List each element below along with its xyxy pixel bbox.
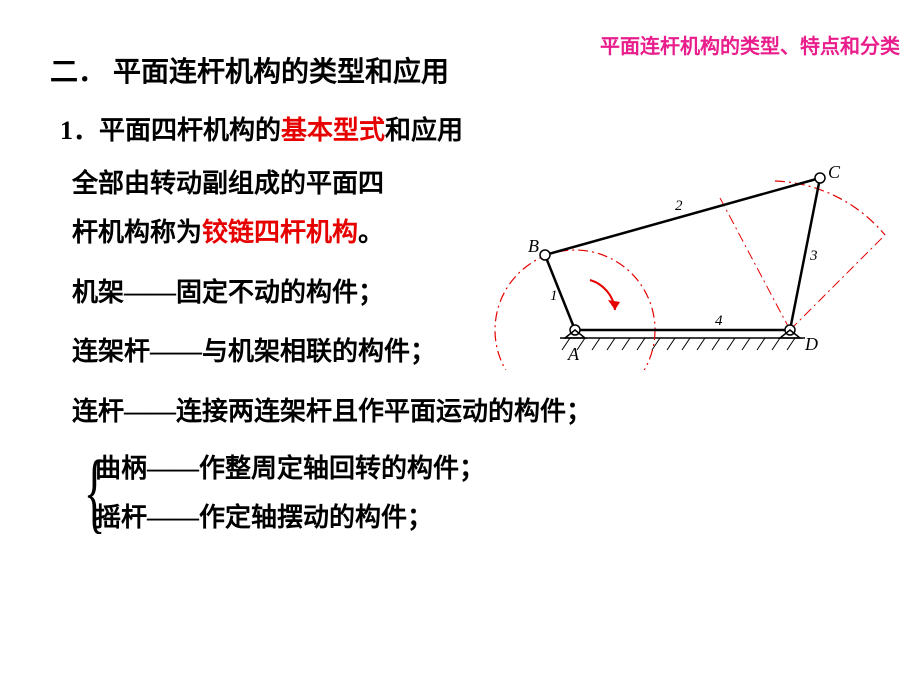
- label-B: B: [528, 236, 539, 256]
- rotation-arrowhead: [608, 300, 620, 310]
- sub-title: 1．平面四杆机构的基本型式和应用: [60, 110, 880, 147]
- section-num: 二．: [50, 57, 106, 88]
- rocker-arc: [775, 181, 885, 235]
- sub-post: 和应用: [385, 116, 463, 145]
- def-yaogan: 摇杆——作定轴摆动的构件；: [95, 493, 880, 542]
- header-note: 平面连杆机构的类型、特点和分类: [600, 30, 900, 59]
- intro-line2hl: 铰链四杆机构: [202, 218, 358, 247]
- label-1: 1: [550, 288, 558, 304]
- def-qubing: 曲柄——作整周定轴回转的构件；: [95, 444, 880, 493]
- section-text: 平面连杆机构的类型和应用: [113, 57, 449, 88]
- rotation-arrow: [590, 280, 615, 310]
- rocker-ray2: [790, 235, 885, 330]
- intro-line2b: 。: [358, 218, 384, 247]
- intro-line2a: 杆机构称为: [72, 218, 202, 247]
- sub-num: 1．: [60, 116, 99, 145]
- label-4: 4: [715, 313, 723, 329]
- label-2: 2: [675, 198, 683, 214]
- ground-hatch: [560, 338, 805, 350]
- label-D: D: [804, 334, 818, 354]
- sub-hl: 基本型式: [281, 116, 385, 145]
- brace-icon: {: [84, 448, 106, 538]
- label-3: 3: [809, 248, 818, 264]
- links: [545, 178, 820, 330]
- linkage-diagram: A B C D 1 2 3 4: [460, 160, 890, 370]
- bracket-group: { 曲柄——作整周定轴回转的构件； 摇杆——作定轴摆动的构件；: [95, 444, 880, 543]
- liangan-pre: 连杆——: [72, 397, 176, 426]
- liangan-bold: 连接两连架杆且: [176, 397, 358, 426]
- joints: [540, 173, 825, 335]
- rocker-ray1: [720, 198, 790, 330]
- def-liangan: 连杆——连接两连架杆且作平面运动的构件；: [72, 387, 880, 436]
- label-C: C: [828, 162, 841, 182]
- sub-pre: 平面四杆机构的: [99, 116, 281, 145]
- liangan-post: 作平面运动的构件；: [358, 397, 592, 426]
- label-A: A: [567, 344, 580, 364]
